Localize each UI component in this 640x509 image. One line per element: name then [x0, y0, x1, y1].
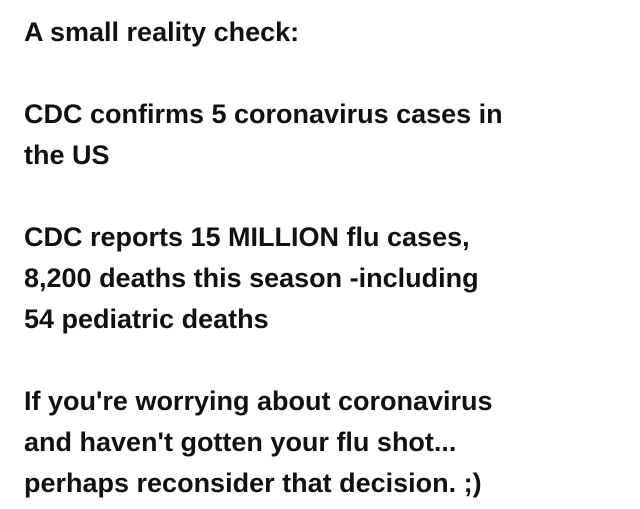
paragraph-spacer [24, 53, 634, 94]
post-text-block: A small reality check: CDC confirms 5 co… [24, 0, 634, 504]
post-title: A small reality check: [24, 17, 300, 47]
paragraph-spacer [24, 340, 634, 381]
paragraph-flu-shot-advice: If you're worrying about coronavirus and… [24, 386, 493, 498]
paragraph-cdc-flu-cases: CDC reports 15 MILLION flu cases, 8,200 … [24, 222, 479, 334]
paragraph-spacer [24, 176, 634, 217]
paragraph-cdc-coronavirus-cases: CDC confirms 5 coronavirus cases in the … [24, 99, 503, 170]
